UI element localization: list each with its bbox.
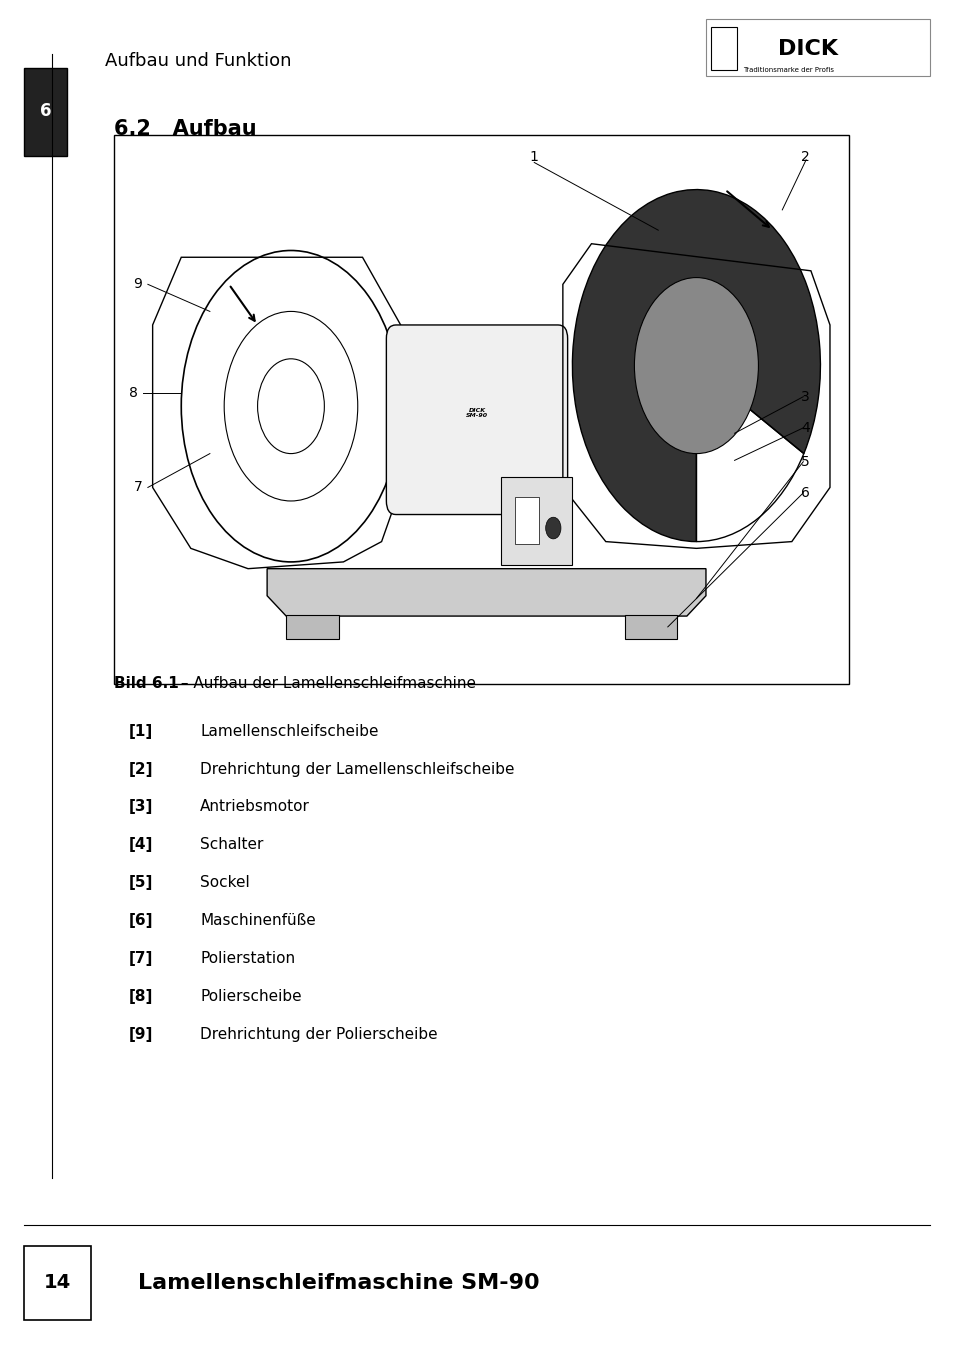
Text: [6]: [6]	[129, 913, 153, 929]
Text: [8]: [8]	[129, 988, 153, 1005]
Wedge shape	[572, 190, 820, 542]
Circle shape	[545, 517, 560, 539]
Text: Polierscheibe: Polierscheibe	[200, 988, 302, 1005]
Text: [7]: [7]	[129, 951, 153, 967]
Text: – Aufbau der Lamellenschleifmaschine: – Aufbau der Lamellenschleifmaschine	[176, 676, 476, 692]
FancyBboxPatch shape	[710, 27, 737, 70]
FancyBboxPatch shape	[624, 615, 677, 639]
FancyBboxPatch shape	[515, 497, 538, 544]
Text: [5]: [5]	[129, 875, 153, 891]
Text: 6.2   Aufbau: 6.2 Aufbau	[114, 119, 257, 138]
Text: Lamellenschleifscheibe: Lamellenschleifscheibe	[200, 723, 378, 739]
FancyBboxPatch shape	[286, 615, 338, 639]
Text: DICK
SM-90: DICK SM-90	[465, 408, 488, 418]
Text: 6: 6	[801, 486, 809, 500]
Text: 4: 4	[801, 421, 809, 435]
Text: Schalter: Schalter	[200, 837, 263, 853]
Text: Drehrichtung der Polierscheibe: Drehrichtung der Polierscheibe	[200, 1026, 437, 1043]
Text: 7: 7	[133, 481, 142, 494]
Text: Lamellenschleifmaschine SM-90: Lamellenschleifmaschine SM-90	[138, 1273, 539, 1293]
Text: 14: 14	[44, 1273, 71, 1293]
FancyBboxPatch shape	[705, 19, 929, 76]
Text: [4]: [4]	[129, 837, 153, 853]
Text: 9: 9	[133, 278, 142, 291]
Text: DICK: DICK	[777, 39, 837, 58]
PathPatch shape	[267, 569, 705, 616]
Text: 1: 1	[529, 150, 537, 164]
Text: Bild 6.1: Bild 6.1	[114, 676, 179, 692]
FancyBboxPatch shape	[24, 68, 67, 156]
Text: [1]: [1]	[129, 723, 152, 739]
Text: 5: 5	[801, 455, 809, 468]
Text: 2: 2	[801, 150, 809, 164]
Text: Drehrichtung der Lamellenschleifscheibe: Drehrichtung der Lamellenschleifscheibe	[200, 761, 515, 777]
Text: [2]: [2]	[129, 761, 153, 777]
Text: [9]: [9]	[129, 1026, 153, 1043]
Text: 8: 8	[129, 386, 137, 399]
FancyBboxPatch shape	[500, 477, 572, 565]
FancyBboxPatch shape	[24, 1246, 91, 1320]
FancyBboxPatch shape	[386, 325, 567, 515]
Text: Aufbau und Funktion: Aufbau und Funktion	[105, 51, 291, 70]
Text: Antriebsmotor: Antriebsmotor	[200, 799, 310, 815]
Text: 3: 3	[801, 390, 809, 403]
Text: [3]: [3]	[129, 799, 153, 815]
Circle shape	[634, 278, 758, 454]
Text: 6: 6	[39, 102, 51, 121]
Text: Sockel: Sockel	[200, 875, 250, 891]
FancyBboxPatch shape	[114, 135, 848, 684]
Text: Polierstation: Polierstation	[200, 951, 295, 967]
Text: Traditionsmarke der Profis: Traditionsmarke der Profis	[742, 68, 833, 73]
Text: Maschinenfüße: Maschinenfüße	[200, 913, 315, 929]
